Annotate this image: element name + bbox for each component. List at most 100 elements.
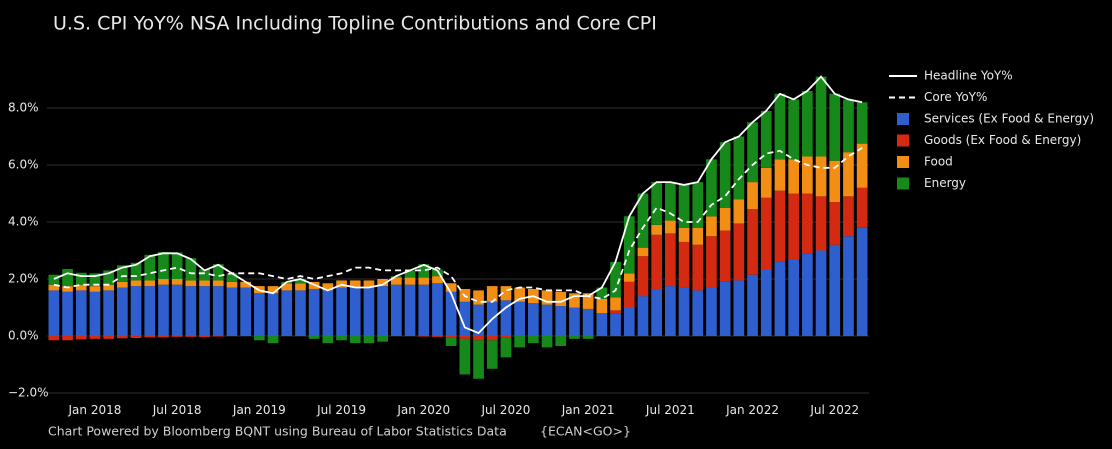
bar — [212, 280, 224, 287]
bar — [788, 99, 799, 160]
bar — [747, 182, 758, 210]
x-tick-label: Jul 2022 — [809, 403, 859, 417]
bar — [829, 160, 841, 203]
bar — [212, 336, 224, 337]
x-tick-label: Jul 2019 — [316, 403, 366, 417]
bar — [514, 336, 525, 348]
bar — [486, 340, 498, 369]
legend-label: Core YoY% — [924, 90, 987, 104]
bar — [788, 259, 799, 336]
x-tick-label: Jan 2021 — [561, 403, 615, 417]
bar — [418, 336, 430, 337]
bar — [678, 227, 690, 242]
bar — [62, 269, 73, 287]
bar — [802, 90, 813, 157]
bar — [130, 280, 142, 287]
bar — [226, 287, 238, 336]
bar — [692, 182, 704, 228]
bar — [158, 279, 169, 285]
bar — [322, 290, 334, 336]
bar — [445, 337, 457, 346]
bar — [747, 274, 758, 336]
bar — [665, 286, 676, 336]
x-tick-label: Jul 2021 — [645, 403, 695, 417]
bar — [733, 223, 745, 281]
bar — [75, 290, 87, 336]
bar — [665, 220, 676, 234]
bar — [226, 273, 238, 282]
bar — [815, 196, 827, 251]
bar — [89, 336, 101, 339]
bar — [295, 290, 306, 336]
bar — [349, 336, 361, 344]
bar — [678, 184, 690, 228]
bar — [144, 254, 156, 281]
bar — [733, 199, 745, 224]
x-tick-label: Jul 2020 — [481, 403, 531, 417]
legend-swatch — [897, 113, 909, 125]
bar — [75, 336, 87, 340]
bar — [130, 336, 142, 338]
bar — [404, 270, 416, 278]
bar — [75, 272, 87, 285]
bar — [48, 284, 60, 291]
bar — [719, 281, 731, 336]
bar — [185, 280, 197, 287]
bar — [89, 286, 101, 292]
bar — [117, 265, 128, 282]
bar — [171, 336, 183, 337]
bar — [843, 196, 854, 237]
bar — [706, 236, 717, 288]
bar — [295, 283, 306, 291]
bar — [103, 290, 114, 336]
bar — [500, 336, 512, 338]
bar — [363, 280, 375, 288]
bar — [158, 284, 169, 336]
bar — [500, 286, 512, 301]
bar — [404, 277, 416, 285]
bar — [62, 291, 73, 336]
bar — [843, 99, 854, 153]
bar — [760, 167, 772, 198]
bar — [829, 244, 841, 336]
bar — [774, 261, 786, 336]
bar — [144, 280, 156, 287]
footer-code: {ECAN<GO>} — [540, 424, 631, 439]
bar — [623, 307, 635, 336]
bar — [788, 193, 799, 260]
bar — [48, 290, 60, 336]
legend-label: Headline YoY% — [924, 69, 1013, 83]
bar — [692, 290, 704, 336]
bar — [637, 296, 649, 336]
bar — [185, 286, 197, 336]
bar — [199, 336, 210, 338]
bar — [75, 284, 87, 291]
bar — [226, 281, 238, 288]
bar — [281, 290, 293, 336]
bar — [856, 102, 868, 144]
x-tick-label: Jan 2019 — [232, 403, 286, 417]
bar — [199, 269, 210, 281]
bar — [747, 122, 758, 183]
bar — [555, 336, 567, 346]
y-tick-label: −2.0% — [8, 386, 49, 400]
bar — [637, 256, 649, 297]
bar — [267, 293, 279, 336]
bar — [665, 182, 676, 221]
bar — [692, 227, 704, 245]
bar — [459, 338, 471, 375]
bar — [130, 262, 142, 281]
bar — [774, 93, 786, 160]
bar — [706, 216, 717, 237]
bar — [267, 336, 279, 344]
bar — [706, 287, 717, 336]
bar — [473, 340, 484, 379]
bar — [295, 279, 306, 284]
bar — [377, 286, 388, 336]
bar — [308, 336, 320, 339]
bar — [473, 290, 484, 305]
bar — [117, 287, 128, 336]
bar — [528, 336, 539, 344]
